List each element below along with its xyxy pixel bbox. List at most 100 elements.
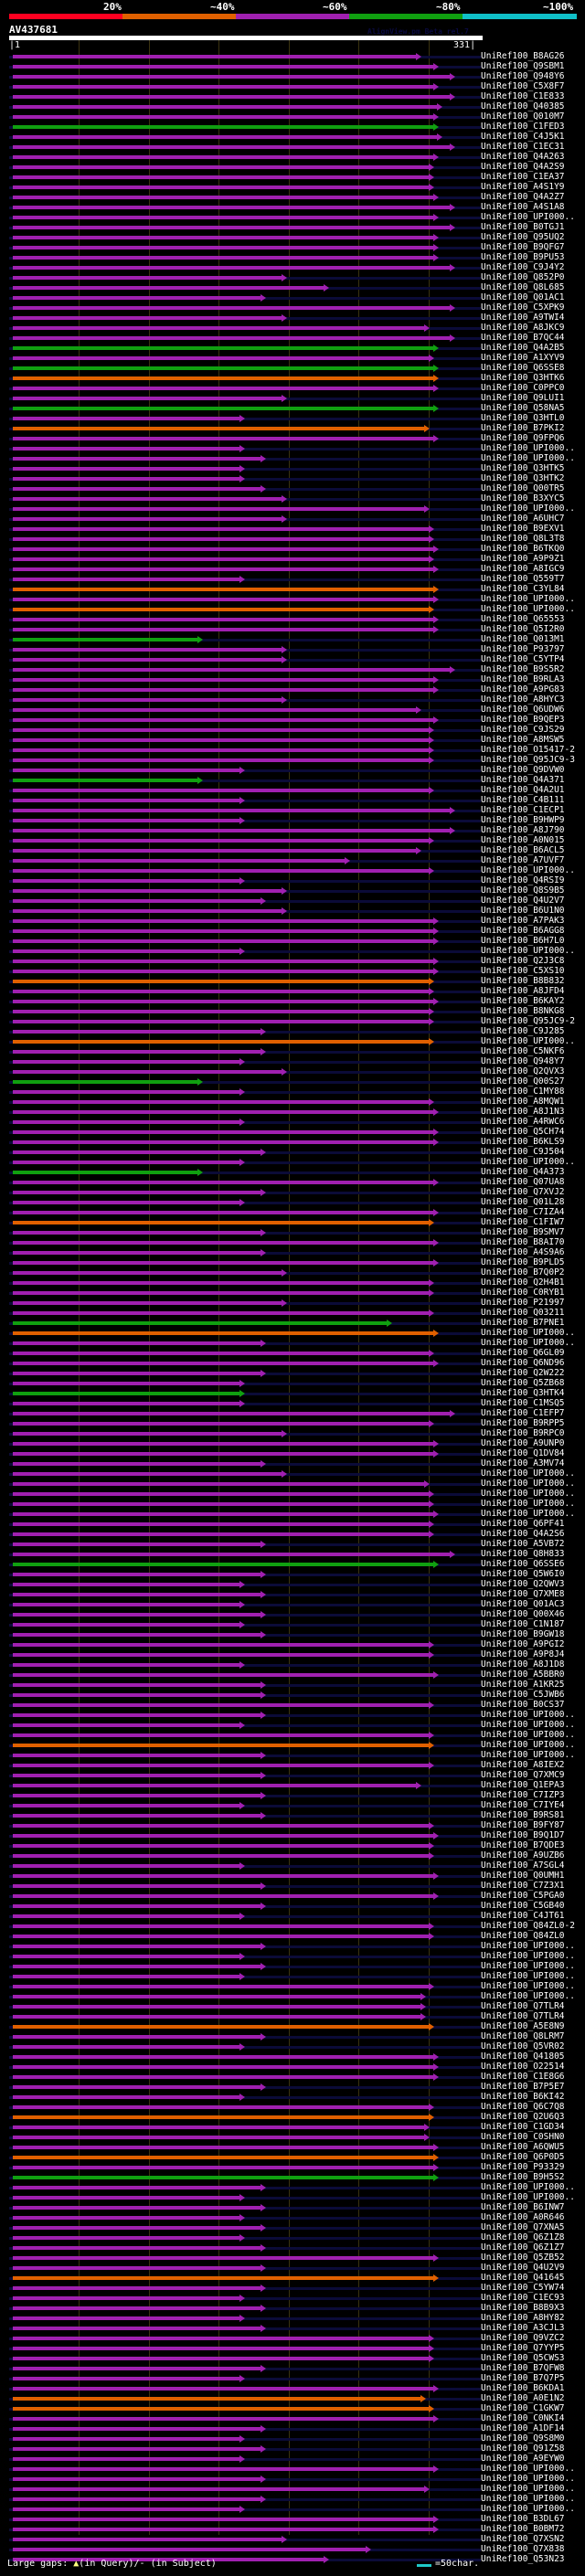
hit-label[interactable]: UniRef100_UPI000.. bbox=[481, 2474, 575, 2484]
alignment-row[interactable]: UniRef100_C0SHN0 bbox=[0, 2132, 585, 2143]
hit-label[interactable]: UniRef100_A8MSW5 bbox=[481, 735, 565, 745]
alignment-row[interactable]: UniRef100_C0PPC0 bbox=[0, 383, 585, 394]
alignment-row[interactable]: UniRef100_UPI000.. bbox=[0, 1338, 585, 1349]
hit-label[interactable]: UniRef100_A9TWI4 bbox=[481, 313, 565, 323]
alignment-row[interactable]: UniRef100_Q9S8M0 bbox=[0, 2433, 585, 2444]
hit-label[interactable]: UniRef100_Q03211 bbox=[481, 1308, 565, 1318]
hit-label[interactable]: UniRef100_C5YTP4 bbox=[481, 654, 565, 664]
alignment-row[interactable]: UniRef100_Q8S9B5 bbox=[0, 885, 585, 896]
alignment-row[interactable]: UniRef100_Q5W6I0 bbox=[0, 1569, 585, 1580]
alignment-row[interactable]: UniRef100_Q2W222 bbox=[0, 1368, 585, 1379]
alignment-row[interactable]: UniRef100_C5YTP4 bbox=[0, 654, 585, 665]
alignment-row[interactable]: UniRef100_B9RPP5 bbox=[0, 1418, 585, 1429]
hit-label[interactable]: UniRef100_B9RPC0 bbox=[481, 1428, 565, 1438]
hit-label[interactable]: UniRef100_C0PPC0 bbox=[481, 383, 565, 393]
alignment-row[interactable]: UniRef100_Q6PF41 bbox=[0, 1519, 585, 1530]
hit-label[interactable]: UniRef100_UPI000.. bbox=[481, 1720, 575, 1730]
hit-label[interactable]: UniRef100_B7Q0P2 bbox=[481, 1267, 565, 1277]
alignment-row[interactable]: UniRef100_Q4U2V7 bbox=[0, 896, 585, 906]
alignment-row[interactable]: UniRef100_Q6Z1Z7 bbox=[0, 2242, 585, 2253]
alignment-row[interactable]: UniRef100_Q7XVJ2 bbox=[0, 1187, 585, 1198]
hit-label[interactable]: UniRef100_Q4U2V9 bbox=[481, 2263, 565, 2273]
hit-label[interactable]: UniRef100_Q91Z58 bbox=[481, 2443, 565, 2454]
hit-label[interactable]: UniRef100_C1MY88 bbox=[481, 1087, 565, 1097]
hit-label[interactable]: UniRef100_A8JFD4 bbox=[481, 986, 565, 996]
alignment-row[interactable]: UniRef100_Q2J3C8 bbox=[0, 956, 585, 967]
hit-label[interactable]: UniRef100_Q8H833 bbox=[481, 1549, 565, 1559]
alignment-row[interactable]: UniRef100_A5E8N9 bbox=[0, 2021, 585, 2032]
alignment-row[interactable]: UniRef100_UPI000.. bbox=[0, 2182, 585, 2193]
hit-label[interactable]: UniRef100_Q4A373 bbox=[481, 1167, 565, 1177]
alignment-row[interactable]: UniRef100_UPI000.. bbox=[0, 2484, 585, 2495]
alignment-row[interactable]: UniRef100_B9RPC0 bbox=[0, 1428, 585, 1439]
hit-label[interactable]: UniRef100_UPI000.. bbox=[481, 1981, 575, 1991]
alignment-row[interactable]: UniRef100_C1EC31 bbox=[0, 142, 585, 153]
hit-label[interactable]: UniRef100_Q84ZL0 bbox=[481, 1931, 565, 1941]
hit-label[interactable]: UniRef100_C1GKW7 bbox=[481, 2403, 565, 2413]
alignment-row[interactable]: UniRef100_Q07UA8 bbox=[0, 1177, 585, 1188]
hit-label[interactable]: UniRef100_Q9FPQ6 bbox=[481, 433, 565, 443]
alignment-row[interactable]: UniRef100_C5YW74 bbox=[0, 2283, 585, 2294]
hit-label[interactable]: UniRef100_P93329 bbox=[481, 2162, 565, 2172]
alignment-row[interactable]: UniRef100_Q2H4B1 bbox=[0, 1277, 585, 1288]
alignment-row[interactable]: UniRef100_UPI000.. bbox=[0, 865, 585, 876]
hit-label[interactable]: UniRef100_C1GD34 bbox=[481, 2122, 565, 2132]
hit-label[interactable]: UniRef100_Q9LUI1 bbox=[481, 393, 565, 403]
alignment-row[interactable]: UniRef100_Q6UDW6 bbox=[0, 705, 585, 716]
alignment-row[interactable]: UniRef100_A9PG83 bbox=[0, 684, 585, 695]
hit-label[interactable]: UniRef100_Q7XMC9 bbox=[481, 1770, 565, 1780]
hit-label[interactable]: UniRef100_Q6UDW6 bbox=[481, 705, 565, 715]
hit-label[interactable]: UniRef100_C5NKF6 bbox=[481, 1046, 565, 1056]
alignment-row[interactable]: UniRef100_Q6SSE6 bbox=[0, 1559, 585, 1570]
hit-label[interactable]: UniRef100_UPI000.. bbox=[481, 1710, 575, 1720]
alignment-row[interactable]: UniRef100_Q01L28 bbox=[0, 1197, 585, 1208]
alignment-row[interactable]: UniRef100_B6INW7 bbox=[0, 2202, 585, 2213]
hit-label[interactable]: UniRef100_C9J285 bbox=[481, 1026, 565, 1036]
hit-label[interactable]: UniRef100_Q852P0 bbox=[481, 272, 565, 282]
hit-label[interactable]: UniRef100_Q5I2R0 bbox=[481, 624, 565, 634]
alignment-row[interactable]: UniRef100_A1KR25 bbox=[0, 1680, 585, 1691]
hit-label[interactable]: UniRef100_Q7X838 bbox=[481, 2544, 565, 2554]
hit-label[interactable]: UniRef100_A9UZB6 bbox=[481, 1850, 565, 1860]
alignment-row[interactable]: UniRef100_C7IZP3 bbox=[0, 1790, 585, 1801]
hit-label[interactable]: UniRef100_C5YW74 bbox=[481, 2283, 565, 2293]
alignment-row[interactable]: UniRef100_UPI000.. bbox=[0, 1961, 585, 1972]
alignment-row[interactable]: UniRef100_B6AGG8 bbox=[0, 926, 585, 937]
hit-label[interactable]: UniRef100_C7IZP3 bbox=[481, 1790, 565, 1800]
alignment-row[interactable]: UniRef100_Q6Z1Z8 bbox=[0, 2232, 585, 2243]
hit-label[interactable]: UniRef100_Q6Z1Z7 bbox=[481, 2242, 565, 2253]
alignment-row[interactable]: UniRef100_Q5CWS3 bbox=[0, 2353, 585, 2364]
hit-label[interactable]: UniRef100_Q9SBM1 bbox=[481, 61, 565, 71]
alignment-row[interactable]: UniRef100_C1N187 bbox=[0, 1619, 585, 1630]
alignment-row[interactable]: UniRef100_P21997 bbox=[0, 1298, 585, 1309]
hit-label[interactable]: UniRef100_Q5CWS3 bbox=[481, 2353, 565, 2363]
hit-label[interactable]: UniRef100_Q5ZB68 bbox=[481, 1378, 565, 1388]
alignment-row[interactable]: UniRef100_C9JS29 bbox=[0, 725, 585, 736]
alignment-row[interactable]: UniRef100_A7PAK3 bbox=[0, 916, 585, 927]
alignment-row[interactable]: UniRef100_A7SGL4 bbox=[0, 1860, 585, 1871]
hit-label[interactable]: UniRef100_UPI000.. bbox=[481, 594, 575, 604]
hit-label[interactable]: UniRef100_A0N015 bbox=[481, 835, 565, 845]
alignment-row[interactable]: UniRef100_O15417-2 bbox=[0, 745, 585, 756]
hit-label[interactable]: UniRef100_Q6SSE6 bbox=[481, 1559, 565, 1569]
alignment-row[interactable]: UniRef100_B6ACL5 bbox=[0, 845, 585, 856]
hit-label[interactable]: UniRef100_A3MV74 bbox=[481, 1458, 565, 1468]
hit-label[interactable]: UniRef100_Q7XME8 bbox=[481, 1589, 565, 1599]
alignment-row[interactable]: UniRef100_B9RS81 bbox=[0, 1810, 585, 1821]
hit-label[interactable]: UniRef100_C7IYE4 bbox=[481, 1800, 565, 1810]
hit-label[interactable]: UniRef100_B0BM72 bbox=[481, 2524, 565, 2534]
hit-label[interactable]: UniRef100_Q2QVX3 bbox=[481, 1066, 565, 1076]
hit-label[interactable]: UniRef100_A5BBR0 bbox=[481, 1670, 565, 1680]
alignment-row[interactable]: UniRef100_C4JT61 bbox=[0, 1911, 585, 1922]
hit-label[interactable]: UniRef100_Q5ZB52 bbox=[481, 2253, 565, 2263]
alignment-row[interactable]: UniRef100_B9GW18 bbox=[0, 1629, 585, 1640]
hit-label[interactable]: UniRef100_B9EXV1 bbox=[481, 524, 565, 534]
alignment-row[interactable]: UniRef100_Q7TLR4 bbox=[0, 2001, 585, 2012]
hit-label[interactable]: UniRef100_Q948Y6 bbox=[481, 71, 565, 81]
hit-label[interactable]: UniRef100_C1EC31 bbox=[481, 142, 565, 152]
hit-label[interactable]: UniRef100_C5XPK9 bbox=[481, 302, 565, 313]
alignment-row[interactable]: UniRef100_B9H5S2 bbox=[0, 2172, 585, 2183]
hit-label[interactable]: UniRef100_A8HY82 bbox=[481, 2313, 565, 2323]
alignment-row[interactable]: UniRef100_Q1EPA3 bbox=[0, 1780, 585, 1791]
alignment-row[interactable]: UniRef100_C7IYE4 bbox=[0, 1800, 585, 1811]
